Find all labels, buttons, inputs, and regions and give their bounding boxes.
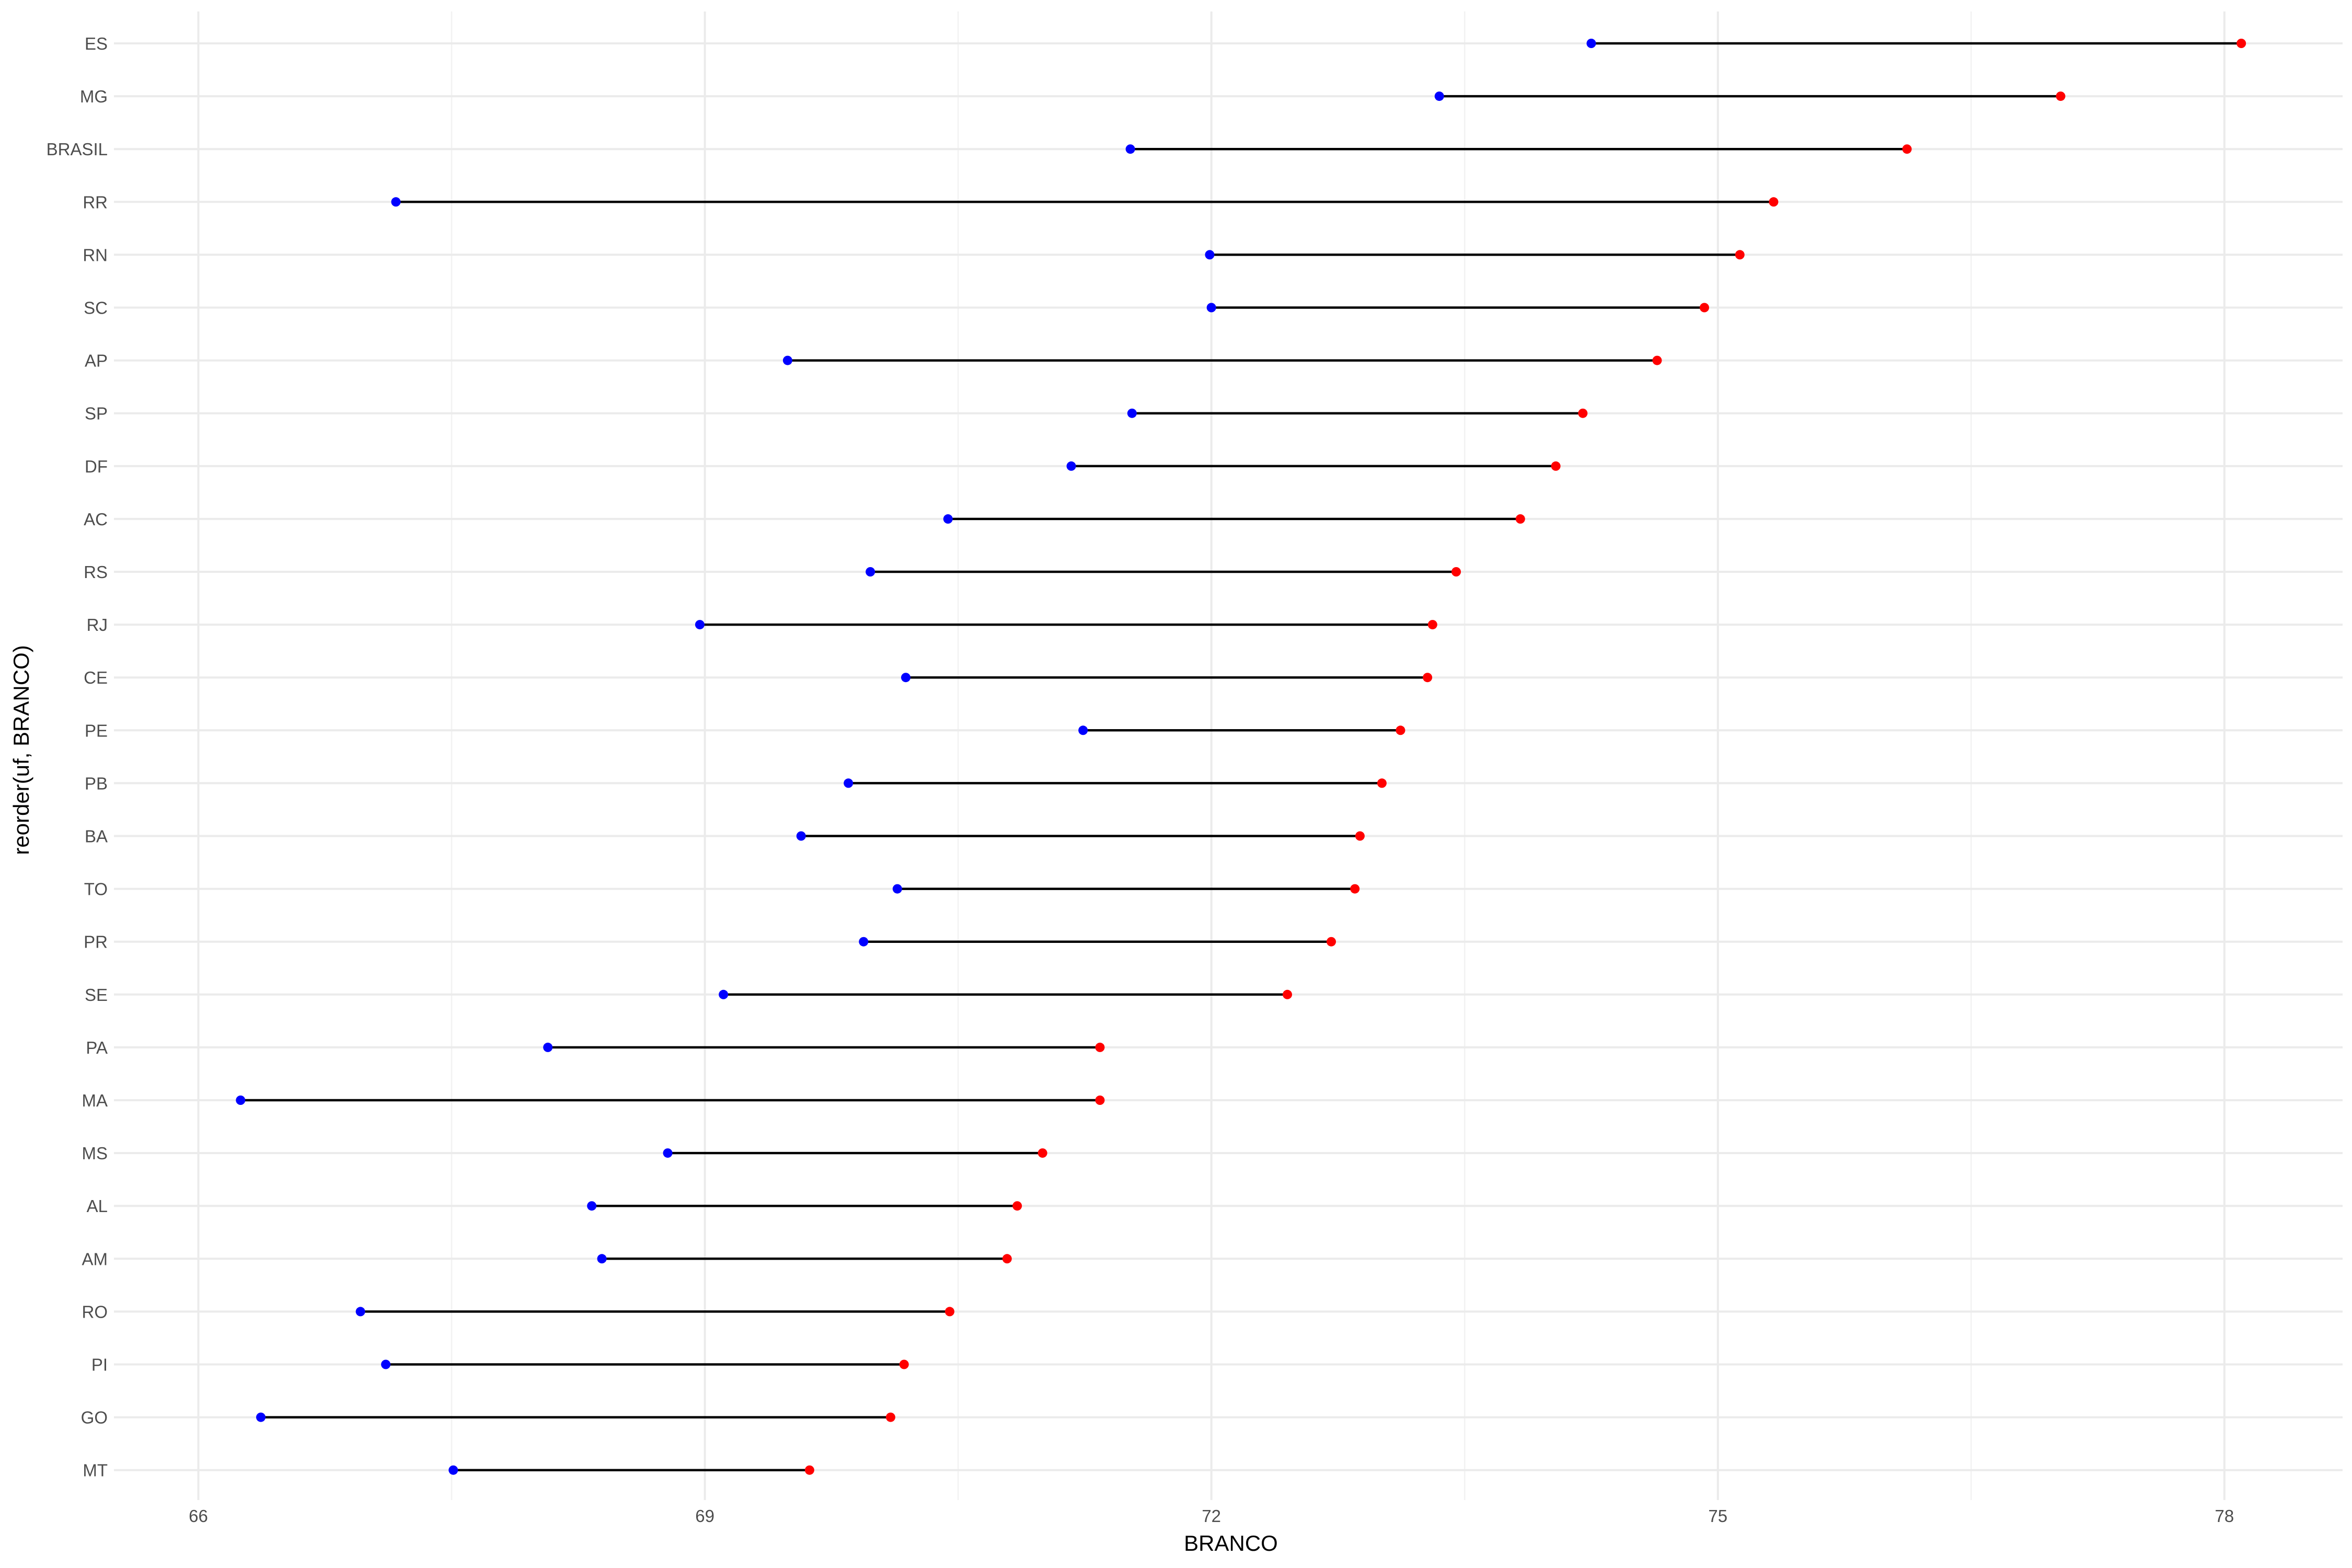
end-point-ma xyxy=(1095,1096,1105,1105)
y-tick-label: BA xyxy=(85,827,108,846)
start-point-sc xyxy=(1206,303,1216,313)
end-point-sp xyxy=(1578,408,1588,418)
start-point-pr xyxy=(859,937,869,947)
end-point-pi xyxy=(899,1359,909,1369)
grid xyxy=(114,11,2343,1500)
segments xyxy=(240,42,2242,1471)
end-point-se xyxy=(1283,989,1293,999)
y-tick-label: AC xyxy=(84,510,108,529)
start-point-rs xyxy=(866,567,875,577)
start-point-rr xyxy=(391,197,401,207)
end-point-pe xyxy=(1396,725,1405,735)
y-tick-label: TO xyxy=(84,880,108,899)
start-point-ms xyxy=(663,1148,673,1158)
start-point-ap xyxy=(782,355,792,365)
points xyxy=(236,39,2246,1475)
start-point-am xyxy=(597,1254,607,1264)
y-axis-title: reorder(uf, BRANCO) xyxy=(9,645,33,855)
x-tick-label: 66 xyxy=(189,1506,208,1526)
end-point-mg xyxy=(2056,91,2066,101)
y-tick-label: PI xyxy=(91,1355,108,1375)
end-point-pa xyxy=(1095,1042,1105,1052)
start-point-pi xyxy=(381,1359,391,1369)
start-point-es xyxy=(1586,39,1596,48)
end-point-ms xyxy=(1037,1148,1047,1158)
y-tick-label: MT xyxy=(83,1461,108,1480)
end-point-ro xyxy=(945,1307,954,1317)
x-tick-label: 78 xyxy=(2215,1506,2234,1526)
y-tick-labels: ES MG BRASIL RR RN SC AP SP DF AC RS RJ CE PE PB BA TO PR… xyxy=(47,34,108,1480)
y-tick-label: SC xyxy=(84,298,108,318)
x-tick-label: 75 xyxy=(1708,1506,1727,1526)
start-point-mg xyxy=(1434,91,1444,101)
end-point-brasil xyxy=(1902,144,1912,154)
y-tick-label: GO xyxy=(81,1408,108,1427)
end-point-rs xyxy=(1451,567,1461,577)
end-point-al xyxy=(1012,1201,1022,1211)
end-point-es xyxy=(2236,39,2246,48)
start-point-pb xyxy=(844,778,854,788)
end-point-ac xyxy=(1515,514,1525,524)
y-tick-label: RS xyxy=(84,562,108,582)
end-point-ba xyxy=(1355,831,1365,841)
start-point-brasil xyxy=(1125,144,1135,154)
end-point-rj xyxy=(1427,620,1437,630)
start-point-sp xyxy=(1127,408,1137,418)
end-point-go xyxy=(885,1412,895,1422)
x-axis-title: BRANCO xyxy=(1184,1531,1278,1555)
x-tick-labels: 66 69 72 75 78 xyxy=(189,1506,2234,1526)
start-point-rn xyxy=(1205,250,1215,260)
y-tick-label: SE xyxy=(85,985,108,1005)
start-point-df xyxy=(1066,461,1076,471)
y-tick-label: RN xyxy=(83,245,108,264)
start-point-rj xyxy=(695,620,705,630)
start-point-ma xyxy=(236,1096,246,1105)
start-point-al xyxy=(587,1201,597,1211)
start-point-to xyxy=(892,884,902,894)
end-point-rn xyxy=(1735,250,1745,260)
end-point-pb xyxy=(1377,778,1387,788)
y-tick-label: RJ xyxy=(87,615,108,635)
y-tick-label: PE xyxy=(85,721,108,740)
y-tick-label: RO xyxy=(82,1302,108,1321)
y-tick-label: MS xyxy=(82,1144,108,1163)
end-point-mt xyxy=(804,1465,814,1475)
y-tick-label: AP xyxy=(85,351,108,371)
end-point-am xyxy=(1002,1254,1012,1264)
end-point-df xyxy=(1551,461,1561,471)
start-point-se xyxy=(719,989,729,999)
start-point-ac xyxy=(943,514,953,524)
end-point-rr xyxy=(1769,197,1779,207)
start-point-go xyxy=(256,1412,266,1422)
y-tick-label: ES xyxy=(85,34,108,53)
y-tick-label: AM xyxy=(82,1249,108,1269)
start-point-pe xyxy=(1078,725,1088,735)
y-tick-label: MA xyxy=(82,1091,108,1110)
y-tick-label: RR xyxy=(83,192,108,212)
start-point-pa xyxy=(543,1042,553,1052)
start-point-mt xyxy=(448,1465,458,1475)
y-tick-label: PR xyxy=(84,932,108,952)
end-point-to xyxy=(1350,884,1360,894)
end-point-ap xyxy=(1652,355,1662,365)
end-point-ce xyxy=(1423,673,1433,683)
end-point-pr xyxy=(1327,937,1336,947)
y-tick-label: BRASIL xyxy=(47,140,108,159)
x-tick-label: 72 xyxy=(1202,1506,1221,1526)
y-tick-label: MG xyxy=(80,87,108,106)
y-tick-label: AL xyxy=(87,1196,108,1216)
x-tick-label: 69 xyxy=(695,1506,714,1526)
y-tick-label: CE xyxy=(84,668,108,687)
end-point-sc xyxy=(1699,303,1709,313)
start-point-ro xyxy=(355,1307,365,1317)
start-point-ba xyxy=(796,831,806,841)
y-tick-label: PA xyxy=(86,1038,108,1057)
y-tick-label: PB xyxy=(85,774,108,793)
y-tick-label: SP xyxy=(85,404,108,423)
y-tick-label: DF xyxy=(85,457,108,476)
start-point-ce xyxy=(901,673,911,683)
